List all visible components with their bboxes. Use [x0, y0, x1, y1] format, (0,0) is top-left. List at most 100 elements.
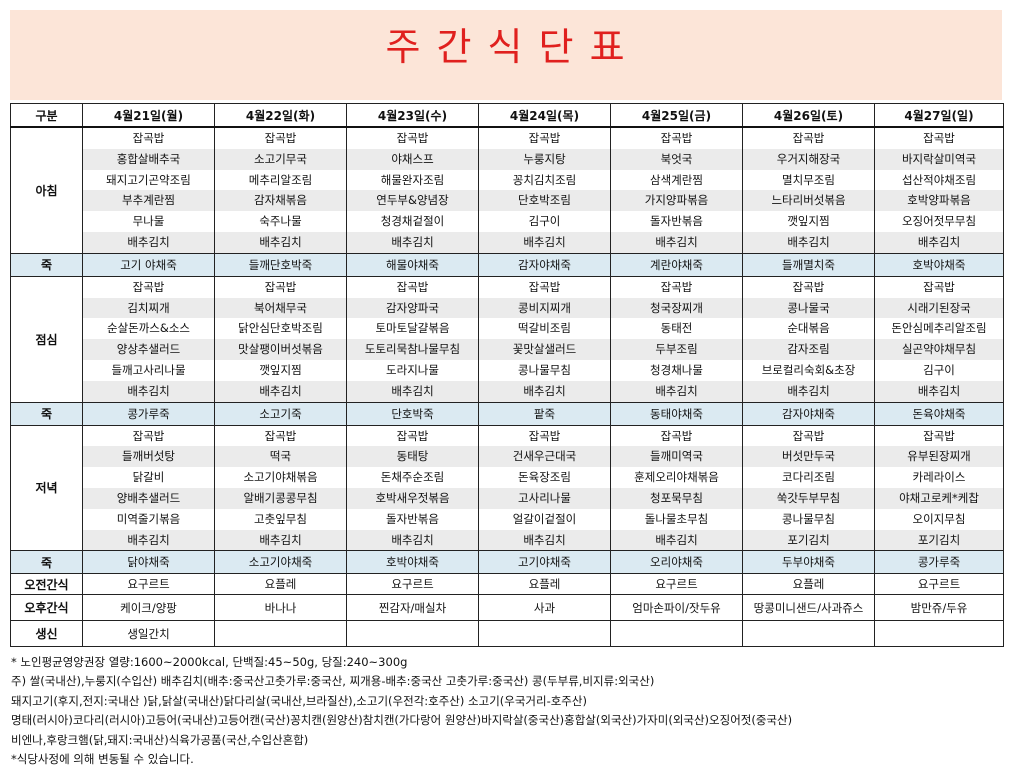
menu-item: 닭갈비: [132, 470, 165, 485]
menu-item: 배추김치: [611, 380, 742, 402]
menu-item: 돈육장조림: [518, 470, 571, 485]
menu-item: 부추계란찜: [83, 190, 214, 212]
weekly-menu-table: 구분 4월21일(월) 4월22일(화) 4월23일(수) 4월24일(목) 4…: [10, 103, 1004, 648]
menu-item: 동태탕: [347, 446, 478, 468]
menu-item: 잡곡밥: [923, 428, 955, 443]
item-cell: 호박야채죽: [874, 252, 1004, 277]
menu-item: 쑥갓두부무침: [743, 487, 874, 509]
menu-item: 섭산적야채조림: [901, 172, 977, 187]
menu-item: 떡갈비조림: [518, 321, 571, 336]
menu-item: 메추리알조림: [248, 172, 313, 187]
menu-item: 야채스프: [347, 148, 478, 170]
item-cell: 들깨멸치죽: [742, 252, 875, 277]
item-cell: 고기 야채죽: [82, 252, 215, 277]
item-cell: 소고기죽: [214, 401, 347, 426]
menu-item: 잡곡밥: [792, 428, 825, 443]
day-header: 4월23일(수): [346, 103, 479, 128]
menu-item: 동태전: [660, 321, 693, 336]
menu-item: 배추김치: [347, 231, 478, 253]
menu-item: 돈안심메추리알조림: [891, 321, 987, 336]
menu-item: 고사리나물: [479, 487, 610, 509]
menu-item: 두부조림: [611, 339, 742, 360]
menu-item: 홍합살배추국: [83, 148, 214, 170]
day-cell: 잡곡밥 김치찌개 순살돈까스&소스 양상추샐러드 들깨고사리나물 배추김치: [82, 275, 215, 403]
menu-item: 소고기야채볶음: [243, 470, 318, 485]
menu-item: 알배기콩콩무침: [215, 487, 346, 509]
juk-row: 죽 콩가루죽 소고기죽 단호박죽 팥죽 동태야채죽 감자야채죽 돈육야채죽: [10, 401, 1004, 426]
menu-item: 삼색계란찜: [650, 172, 703, 187]
day-cell: 잡곡밥 북엇국 삼색계란찜 가지양파볶음 돌자반볶음 배추김치: [610, 126, 743, 254]
menu-item: 잡곡밥: [528, 428, 561, 443]
title-banner: 주 간 식 단 표: [10, 10, 1002, 100]
menu-item: 배추김치: [611, 231, 742, 253]
day-cell: 잡곡밥 야채스프 해물완자조림 연두부&양념장 청경채겉절이 배추김치: [346, 126, 479, 254]
menu-item: 유부된장찌개: [875, 446, 1003, 468]
day-cell: 잡곡밥 동태탕 돈채주순조림 호박새우젓볶음 돌자반볶음 배추김치: [346, 424, 479, 552]
menu-item: 닭안심단호박조림: [238, 321, 323, 336]
menu-item: 잡곡밥: [264, 131, 297, 145]
menu-item: 꽁치김치조림: [512, 172, 577, 187]
note-line: 주) 쌀(국내산),누룽지(수입산) 배추김치(배추:중국산고춧가루:중국산, …: [11, 674, 655, 689]
menu-item: 잡곡밥: [264, 279, 297, 294]
menu-item: 연두부&양념장: [347, 190, 478, 212]
menu-item: 북엇국: [611, 148, 742, 170]
menu-item: 포기김치: [743, 529, 874, 550]
item-cell: 닭야채죽: [82, 550, 215, 575]
day-header: 4월22일(화): [214, 103, 347, 128]
item-cell: 사과: [478, 594, 611, 622]
menu-item: 오이지무침: [912, 511, 966, 526]
menu-item: 브로컬리숙회&초장: [761, 362, 856, 377]
menu-item: 잡곡밥: [396, 131, 429, 145]
day-cell: 잡곡밥 들깨버섯탕 닭갈비 양배추샐러드 미역줄기볶음 배추김치: [82, 424, 215, 552]
menu-item: 콩나물무침: [782, 511, 835, 526]
birthday-cell: [874, 620, 1004, 648]
row-label: 죽: [10, 252, 83, 277]
menu-item: 순살돈까스&소스: [106, 321, 191, 336]
note-line: 비엔나,후랑크햄(닭,돼지:국내산)식육가공품(국산,수입산혼합): [11, 732, 309, 747]
day-cell: 잡곡밥 소고기무국 메추리알조림 감자채볶음 숙주나물 배추김치: [214, 126, 347, 254]
menu-item: 잡곡밥: [396, 428, 429, 443]
day-cell: 잡곡밥 감자양파국 토마토달걀볶음 도토리묵참나물무침 도라지나물 배추김치: [346, 275, 479, 403]
meal-row: 점심 잡곡밥 김치찌개 순살돈까스&소스 양상추샐러드 들깨고사리나물 배추김치 잡곡밥 북어…: [10, 275, 1004, 403]
day-header: 4월27일(일): [874, 103, 1004, 128]
menu-item: 배추김치: [743, 231, 874, 253]
menu-item: 콩나물국: [743, 297, 874, 319]
menu-item: 배추김치: [743, 380, 874, 402]
item-cell: 요구르트: [610, 573, 743, 596]
item-cell: 밤만쥬/두유: [874, 594, 1004, 622]
menu-item: 배추김치: [347, 529, 478, 550]
birthday-cell: [478, 620, 611, 648]
menu-item: 배추김치: [479, 231, 610, 253]
item-cell: 감자야채죽: [742, 401, 875, 426]
day-cell: 잡곡밥 우거지해장국 멸치무조림 느타리버섯볶음 깻잎지찜 배추김치: [742, 126, 875, 254]
item-cell: 해물야채죽: [346, 252, 479, 277]
birthday-cell: [610, 620, 743, 648]
menu-item: 배추김치: [215, 529, 346, 550]
menu-item: 돌나물초무침: [644, 511, 709, 526]
item-cell: 요플레: [742, 573, 875, 596]
row-label: 죽: [10, 401, 83, 426]
item-cell: 요플레: [214, 573, 347, 596]
juk-row: 죽 고기 야채죽 들깨단호박죽 해물야채죽 감자야채죽 계란야채죽 들깨멸치죽 호박야채죽: [10, 252, 1004, 277]
menu-item: 청경채나물: [650, 362, 703, 377]
item-cell: 동태야채죽: [610, 401, 743, 426]
menu-item: 돼지고기곤약조림: [106, 172, 191, 187]
day-cell: 잡곡밥 홍합살배추국 돼지고기곤약조림 부추계란찜 무나물 배추김치: [82, 126, 215, 254]
snack-row: 오전간식 요구르트 요플레 요구르트 요플레 요구르트 요플레 요구르트: [10, 573, 1004, 596]
menu-item: 돌자반볶음: [386, 511, 439, 526]
menu-item: 김구이: [923, 362, 955, 377]
row-label: 오후간식: [10, 594, 83, 622]
menu-item: 배추김치: [611, 529, 742, 550]
day-cell: 잡곡밥 떡국 소고기야채볶음 알배기콩콩무침 고춧잎무침 배추김치: [214, 424, 347, 552]
birthday-cell: [742, 620, 875, 648]
menu-item: 건새우근대국: [479, 446, 610, 468]
day-cell: 잡곡밥 콩비지찌개 떡갈비조림 꽃맛살샐러드 콩나물무침 배추김치: [478, 275, 611, 403]
item-cell: 팥죽: [478, 401, 611, 426]
item-cell: 바나나: [214, 594, 347, 622]
menu-item: 야채고로케*케찹: [875, 487, 1003, 509]
menu-item: 호박양파볶음: [875, 190, 1003, 212]
item-cell: 땅콩미니샌드/사과쥬스: [742, 594, 875, 622]
menu-item: 코다리조림: [782, 470, 835, 485]
item-cell: 오리야채죽: [610, 550, 743, 575]
note-line: *식당사정에 의해 변동될 수 있습니다.: [11, 752, 194, 767]
